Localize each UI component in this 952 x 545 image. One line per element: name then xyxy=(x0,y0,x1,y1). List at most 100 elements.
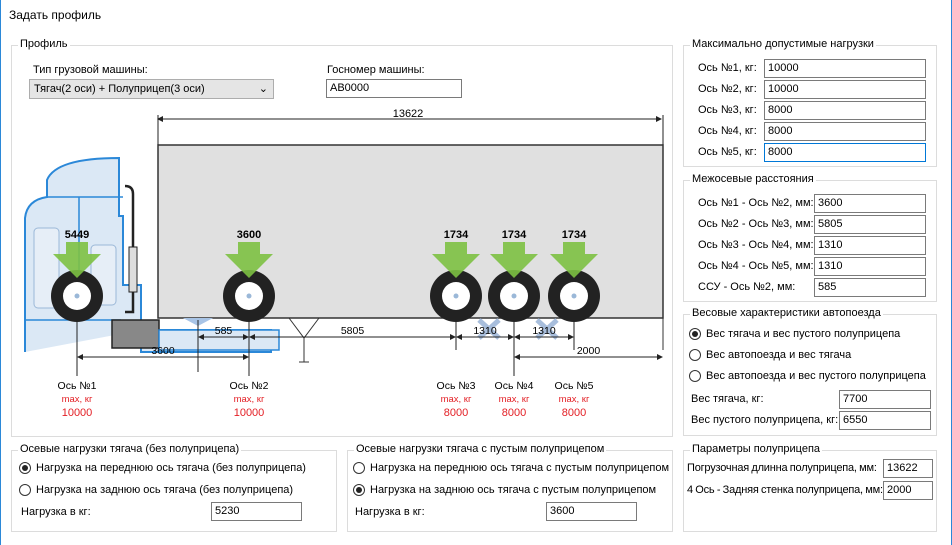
weights-option-label: Вес тягача и вес пустого полуприцепа xyxy=(706,328,901,340)
distance-label: Ось №2 - Ось №3, мм: xyxy=(698,218,814,230)
tractor-empty-loads-input[interactable]: 3600 xyxy=(546,502,637,521)
axle-max-label: max, кг xyxy=(559,394,590,405)
trailer-param-input[interactable]: 2000 xyxy=(883,481,933,500)
axle-load: 1734 xyxy=(502,229,527,241)
weights-option[interactable]: Вес автопоезда и вес тягача xyxy=(689,349,851,361)
distance-label: Ось №3 - Ось №4, мм: xyxy=(698,239,814,251)
total-length-dim: 13622 xyxy=(393,108,424,120)
profile-group: Профиль xyxy=(11,38,673,437)
load-arrow-icon xyxy=(53,242,101,278)
dimension-d585: 585 xyxy=(215,325,233,337)
load-label: Нагрузка в кг: xyxy=(355,506,425,518)
trailer-param-label: 4 Ось - Задняя стенка полуприцепа, мм: xyxy=(687,484,883,496)
weights-option[interactable]: Вес тягача и вес пустого полуприцепа xyxy=(689,328,900,340)
radio-icon xyxy=(353,484,365,496)
plate-label: Госномер машины: xyxy=(327,64,425,76)
distance-label: ССУ - Ось №2, мм: xyxy=(698,281,796,293)
distances-group: Межосевые расстояния xyxy=(683,173,937,302)
truck-type-select[interactable]: Тягач(2 оси) + Полуприцеп(3 оси) ⌄ xyxy=(29,79,274,99)
max-load-label: Ось №3, кг: xyxy=(698,104,757,116)
weights-group: Весовые характеристики автопоезда xyxy=(683,307,937,436)
trailer-param-input[interactable]: 13622 xyxy=(883,459,933,478)
tractor-empty-loads-option[interactable]: Нагрузка на переднюю ось тягача с пустым… xyxy=(353,462,669,474)
axle-max-value: 10000 xyxy=(62,407,93,419)
axle-max-value: 8000 xyxy=(444,407,468,419)
landing-gear xyxy=(288,317,320,363)
max-load-input[interactable]: 10000 xyxy=(764,59,926,78)
load-arrow-icon xyxy=(550,242,598,278)
axle-max-label: max, кг xyxy=(441,394,472,405)
trailer-params-group-label: Параметры полуприцепа xyxy=(690,443,823,455)
tractor-empty-loads-group: Осевые нагрузки тягача с пустым полуприц… xyxy=(347,443,673,532)
max-load-label: Ось №4, кг: xyxy=(698,125,757,137)
axle-max-value: 10000 xyxy=(234,407,265,419)
suspension xyxy=(477,318,559,340)
axle-load: 1734 xyxy=(562,229,587,241)
weight-label: Вес пустого полуприцепа, кг: xyxy=(691,414,839,426)
weights-option-label: Вес автопоезда и вес тягача xyxy=(706,349,852,361)
weight-input[interactable]: 7700 xyxy=(839,390,931,409)
window-title: Задать профиль xyxy=(9,8,102,22)
dimension-d1310b: 1310 xyxy=(532,325,556,337)
radio-icon xyxy=(689,328,701,340)
profile-group-label: Профиль xyxy=(18,38,70,50)
option-label: Нагрузка на переднюю ось тягача (без пол… xyxy=(36,462,306,474)
radio-icon xyxy=(19,462,31,474)
distance-input[interactable]: 1310 xyxy=(814,257,926,276)
max-load-label: Ось №5, кг: xyxy=(698,146,757,158)
max-loads-group-label: Максимально допустимые нагрузки xyxy=(690,38,876,50)
tractor-loads-input[interactable]: 5230 xyxy=(211,502,302,521)
max-load-input[interactable]: 8000 xyxy=(764,101,926,120)
axle-max-label: max, кг xyxy=(499,394,530,405)
distance-label: Ось №1 - Ось №2, мм: xyxy=(698,197,814,209)
tractor-loads-group: Осевые нагрузки тягача (без полуприцепа) xyxy=(11,443,337,532)
tractor-loads-option[interactable]: Нагрузка на заднюю ось тягача (без полуп… xyxy=(19,484,293,496)
weight-input[interactable]: 6550 xyxy=(839,411,931,430)
distances-group-label: Межосевые расстояния xyxy=(690,173,816,185)
weight-label: Вес тягача, кг: xyxy=(691,393,764,405)
truck-type-label: Тип грузовой машины: xyxy=(33,64,148,76)
exhaust-pipe xyxy=(124,184,135,314)
max-load-input[interactable]: 8000 xyxy=(764,143,926,162)
dimension-d2000: 2000 xyxy=(577,345,601,357)
axle-name: Ось №2 xyxy=(230,380,269,392)
distance-input[interactable]: 585 xyxy=(814,278,926,297)
distance-input[interactable]: 3600 xyxy=(814,194,926,213)
tractor-empty-loads-group-label: Осевые нагрузки тягача с пустым полуприц… xyxy=(354,443,607,455)
option-label: Нагрузка на переднюю ось тягача с пустым… xyxy=(370,462,670,474)
load-arrow-icon xyxy=(225,242,273,278)
axle-name: Ось №5 xyxy=(555,380,594,392)
axle-max-label: max, кг xyxy=(234,394,265,405)
axle-max-value: 8000 xyxy=(502,407,526,419)
distance-label: Ось №4 - Ось №5, мм: xyxy=(698,260,814,272)
weights-option[interactable]: Вес автопоезда и вес пустого полуприцепа xyxy=(689,370,926,382)
axle-max-value: 8000 xyxy=(562,407,586,419)
tractor-loads-group-label: Осевые нагрузки тягача (без полуприцепа) xyxy=(18,443,242,455)
load-label: Нагрузка в кг: xyxy=(21,506,91,518)
axle-load: 1734 xyxy=(444,229,469,241)
axle-name: Ось №4 xyxy=(495,380,534,392)
option-label: Нагрузка на заднюю ось тягача с пустым п… xyxy=(370,484,657,496)
axle-name: Ось №1 xyxy=(58,380,97,392)
max-load-input[interactable]: 8000 xyxy=(764,122,926,141)
radio-icon xyxy=(689,349,701,361)
dimension-d5805: 5805 xyxy=(341,325,365,337)
truck-type-value: Тягач(2 оси) + Полуприцеп(3 оси) xyxy=(34,83,205,95)
tractor-empty-loads-option[interactable]: Нагрузка на заднюю ось тягача с пустым п… xyxy=(353,484,656,496)
weights-option-label: Вес автопоезда и вес пустого полуприцепа xyxy=(706,370,926,382)
load-arrow-icon xyxy=(432,242,480,278)
load-arrow-icon xyxy=(490,242,538,278)
dimension-d1310a: 1310 xyxy=(473,325,497,337)
max-load-label: Ось №2, кг: xyxy=(698,83,757,95)
chevron-down-icon: ⌄ xyxy=(258,83,268,95)
plate-input[interactable]: АВ0000 xyxy=(326,79,462,98)
distance-input[interactable]: 1310 xyxy=(814,236,926,255)
tractor-loads-option[interactable]: Нагрузка на переднюю ось тягача (без пол… xyxy=(19,462,306,474)
radio-icon xyxy=(689,370,701,382)
trailer-params-group: Параметры полуприцепа xyxy=(683,443,937,532)
distance-input[interactable]: 5805 xyxy=(814,215,926,234)
fuel-tank xyxy=(111,319,160,349)
max-load-input[interactable]: 10000 xyxy=(764,80,926,99)
